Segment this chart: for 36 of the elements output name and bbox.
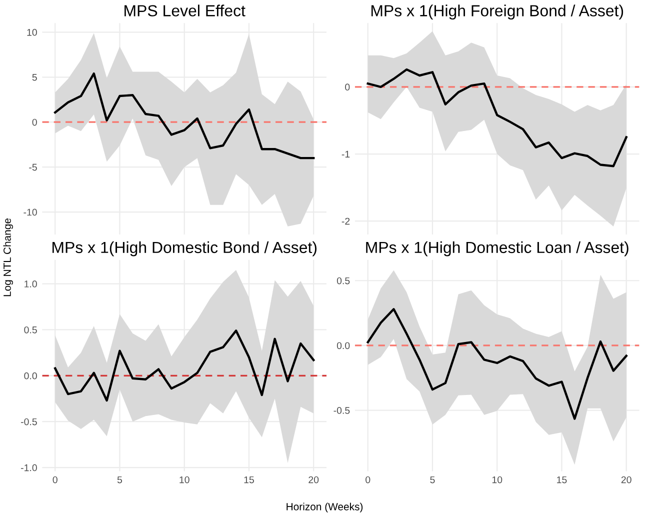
x-tick-label: 0 (366, 476, 370, 484)
y-tick-label: 0.5 (336, 277, 350, 284)
y-tick-label: 0 (32, 118, 37, 126)
line-series (366, 308, 628, 420)
line-series (54, 72, 315, 160)
y-tick-label: -1 (342, 150, 350, 158)
x-tick-label: 10 (492, 476, 502, 484)
x-tick-label: 10 (180, 476, 190, 484)
chart-title: MPs x 1(High Foreign Bond / Asset) (371, 4, 624, 20)
y-tick-label: -0.5 (334, 407, 350, 414)
x-tick-label: 5 (117, 476, 122, 484)
y-tick-label: 0.5 (24, 326, 37, 334)
x-tick-label: 5 (430, 476, 435, 484)
y-tick-label: 1.0 (24, 280, 37, 288)
x-tick-label: 15 (557, 476, 567, 484)
x-axis-title: Horizon (Weeks) (286, 502, 363, 512)
y-tick-label: -5 (29, 164, 37, 171)
y-tick-label: -10 (24, 208, 37, 216)
x-tick-label: 20 (621, 476, 632, 484)
y-axis-title: Log NTL Change (3, 218, 13, 296)
y-tick-label: 10 (27, 28, 37, 36)
y-tick-label: -2 (342, 218, 350, 225)
y-tick-label: 0 (345, 84, 350, 91)
x-tick-label: 15 (244, 476, 254, 484)
x-tick-label: 0 (52, 476, 58, 484)
x-tick-label: 20 (308, 476, 319, 484)
y-tick-label: -0.5 (21, 418, 37, 426)
line-series (366, 68, 628, 168)
line-series (54, 330, 315, 402)
chart-title: MPS Level Effect (124, 4, 246, 16)
y-tick-label: 5 (32, 74, 37, 81)
y-tick-label: -1.0 (21, 464, 37, 472)
chart-title: MPs x 1(High Domestic Bond / Asset) (52, 241, 317, 256)
y-tick-label: 0.0 (24, 372, 37, 380)
y-tick-label: 0.0 (336, 342, 350, 350)
chart-title: MPs x 1(High Domestic Loan / Asset) (366, 241, 628, 256)
